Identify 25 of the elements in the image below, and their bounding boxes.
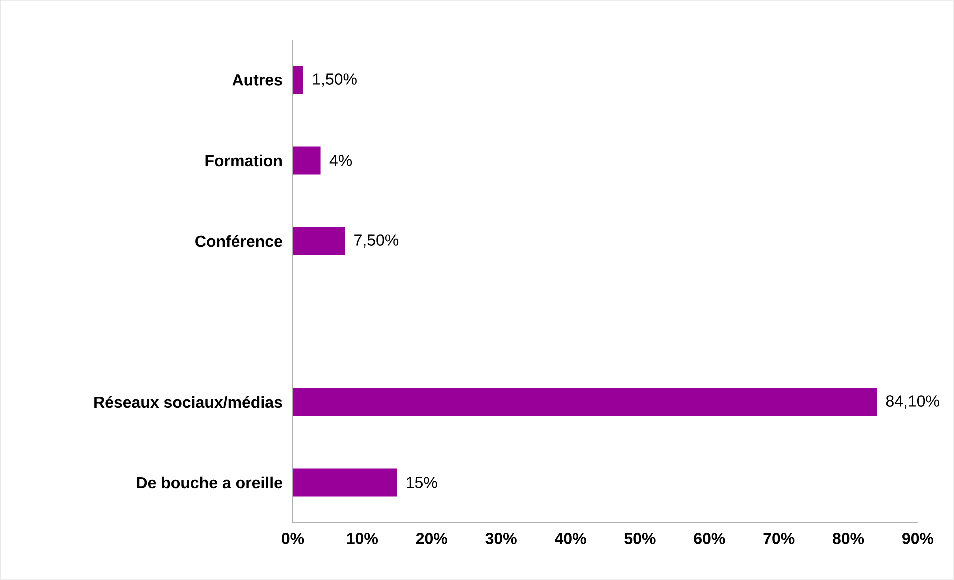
data-label: 15% <box>407 477 438 488</box>
x-tick-label: 90% <box>902 533 934 544</box>
y-tick-label: Réseaux sociaux/médias <box>94 396 282 408</box>
bar <box>293 146 321 175</box>
data-label: 84,10% <box>886 396 940 409</box>
bar <box>293 66 304 94</box>
x-tick-label: 70% <box>764 533 795 544</box>
bar <box>293 388 878 416</box>
y-tick-label: De bouche a oreille <box>137 476 282 489</box>
x-tick-label: 30% <box>486 533 517 544</box>
data-label: 7,50% <box>354 234 399 248</box>
x-tick-label: 50% <box>624 533 656 544</box>
x-tick-label: 40% <box>555 533 586 544</box>
y-tick-label: Conférence <box>196 235 282 248</box>
y-tick-label: Formation <box>206 154 282 167</box>
x-tick-label: 80% <box>833 533 864 544</box>
bar <box>293 468 398 497</box>
data-label: 4% <box>330 155 352 166</box>
x-tick-label: 0% <box>282 533 304 544</box>
bar <box>293 227 346 256</box>
data-label: 1,50% <box>313 74 357 87</box>
x-tick-label: 60% <box>694 533 726 544</box>
x-tick-label: 20% <box>416 533 448 544</box>
y-tick-label: Autres <box>232 74 282 86</box>
x-tick-label: 10% <box>347 533 378 544</box>
